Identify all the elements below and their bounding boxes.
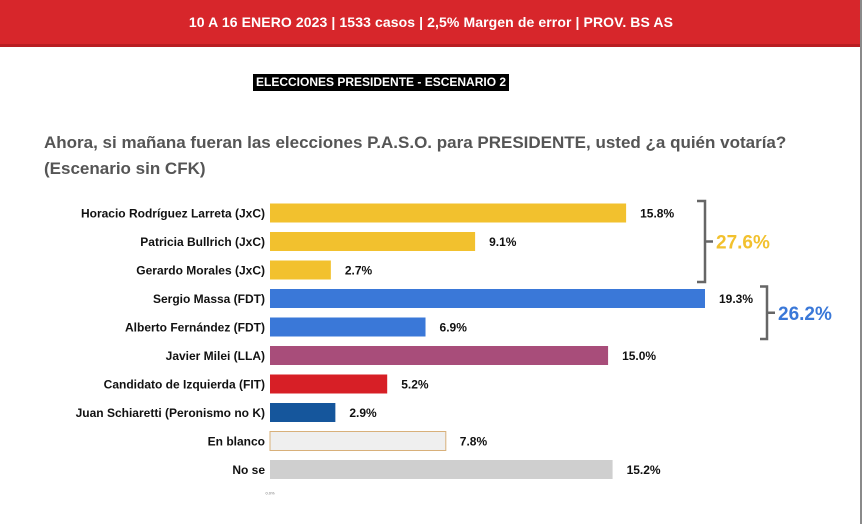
bar xyxy=(270,403,336,422)
category-label: Sergio Massa (FDT) xyxy=(153,292,265,306)
bar xyxy=(270,317,426,337)
group-total-label: 27.6% xyxy=(716,233,770,254)
category-label: Alberto Fernández (FDT) xyxy=(125,321,265,335)
category-label: Patricia Bullrich (JxC) xyxy=(140,235,265,249)
axis-tick-label: 0.0% xyxy=(265,491,275,496)
header-bar: 10 A 16 ENERO 2023 | 1533 casos | 2,5% M… xyxy=(0,0,862,47)
group-total-label: 26.2% xyxy=(778,304,832,325)
data-label: 15.2% xyxy=(627,463,661,477)
header-text: 10 A 16 ENERO 2023 | 1533 casos | 2,5% M… xyxy=(188,14,674,30)
bar xyxy=(270,203,627,223)
data-label: 7.8% xyxy=(460,435,488,449)
data-label: 6.9% xyxy=(440,321,468,335)
category-label: Horacio Rodríguez Larreta (JxC) xyxy=(81,207,265,221)
bar xyxy=(270,232,476,251)
bar xyxy=(270,346,609,365)
bar xyxy=(270,260,331,280)
bar xyxy=(270,374,388,394)
bar xyxy=(269,431,447,451)
bar xyxy=(270,289,705,308)
category-label: En blanco xyxy=(208,435,265,449)
category-label: No se xyxy=(232,463,265,477)
data-label: 19.3% xyxy=(719,292,753,306)
bar xyxy=(270,460,613,479)
group-bracket xyxy=(760,285,769,341)
data-label: 15.8% xyxy=(640,207,674,221)
scenario-label: ELECCIONES PRESIDENTE - ESCENARIO 2 xyxy=(253,74,510,91)
window-edge xyxy=(860,0,862,524)
data-label: 2.9% xyxy=(349,406,377,420)
category-label: Gerardo Morales (JxC) xyxy=(136,264,265,278)
category-label: Candidato de Izquierda (FIT) xyxy=(104,378,265,392)
category-label: Javier Milei (LLA) xyxy=(166,349,265,363)
data-label: 15.0% xyxy=(622,349,656,363)
data-label: 9.1% xyxy=(489,235,517,249)
data-label: 2.7% xyxy=(345,264,373,278)
group-bracket xyxy=(697,199,707,284)
data-label: 5.2% xyxy=(401,378,429,392)
category-label: Juan Schiaretti (Peronismo no K) xyxy=(76,406,265,420)
chart-question: Ahora, si mañana fueran las elecciones P… xyxy=(44,133,787,178)
